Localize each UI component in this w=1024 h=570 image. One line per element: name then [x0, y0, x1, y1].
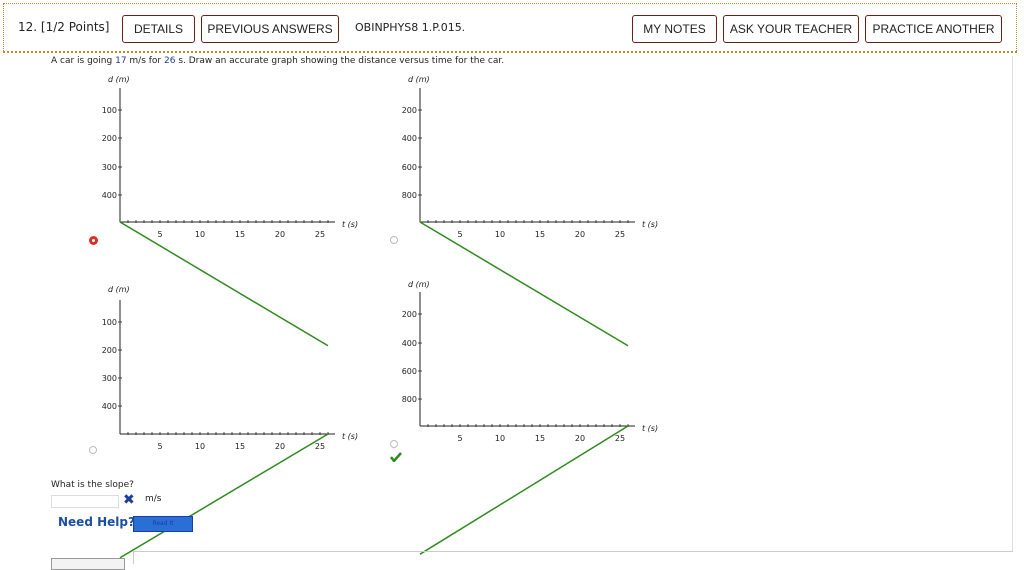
y-axis-label: d (m): [408, 280, 430, 289]
y-tick-label: 100: [102, 106, 117, 115]
slope-unit: m/s: [145, 494, 162, 504]
x-tick-label: 25: [315, 230, 325, 239]
x-tick-label: 20: [575, 230, 585, 239]
series-line: [419, 221, 629, 347]
x-tick-label: 10: [495, 434, 505, 443]
x-tick-label: 5: [157, 442, 162, 451]
y-axis-label: d (m): [408, 75, 430, 84]
series-line: [119, 221, 329, 347]
need-help-label: Need Help?: [58, 515, 135, 529]
y-tick-label: 100: [102, 318, 117, 327]
content-border-right: [1012, 56, 1013, 551]
details-button[interactable]: DETAILS: [122, 15, 195, 43]
x-tick-label: 15: [235, 230, 245, 239]
speed-value: 17: [115, 56, 127, 66]
question-number: 12. [1/2 Points]: [18, 20, 110, 34]
x-tick-label: 25: [615, 434, 625, 443]
y-tick-label: 800: [402, 191, 417, 200]
slope-input[interactable]: [51, 495, 119, 508]
x-tick-label: 25: [615, 230, 625, 239]
radio-option-b[interactable]: [390, 236, 398, 244]
x-tick-label: 15: [535, 434, 545, 443]
previous-answers-button[interactable]: PREVIOUS ANSWERS: [201, 15, 339, 43]
read-it-button[interactable]: Read It: [133, 516, 193, 532]
series-line: [419, 425, 629, 555]
x-tick-label: 5: [457, 230, 462, 239]
x-tick-label: 5: [157, 230, 162, 239]
bottom-divider-corner: [133, 551, 134, 564]
x-tick-label: 10: [195, 230, 205, 239]
question-prompt: A car is going 17 m/s for 26 s. Draw an …: [51, 56, 505, 66]
y-axis-label: d (m): [108, 75, 130, 84]
y-tick-label: 200: [102, 346, 117, 355]
y-tick-label: 400: [402, 134, 417, 143]
question-header: [3, 3, 1017, 53]
y-tick-label: 300: [102, 374, 117, 383]
x-tick-label: 20: [275, 230, 285, 239]
radio-option-c[interactable]: [89, 446, 97, 454]
ask-teacher-button[interactable]: ASK YOUR TEACHER: [723, 15, 859, 43]
x-axis-label: t (s): [342, 432, 358, 441]
practice-another-button[interactable]: PRACTICE ANOTHER: [865, 15, 1002, 43]
points-label: [1/2 Points]: [40, 20, 110, 34]
radio-option-d[interactable]: [390, 440, 398, 448]
x-tick-label: 25: [315, 442, 325, 451]
my-notes-button[interactable]: MY NOTES: [632, 15, 717, 43]
x-axis-label: t (s): [342, 220, 358, 229]
series-line: [119, 433, 329, 559]
y-tick-label: 200: [402, 106, 417, 115]
y-tick-label: 400: [102, 191, 117, 200]
x-tick-label: 15: [235, 442, 245, 451]
y-tick-label: 400: [402, 339, 417, 348]
time-value: 26: [164, 56, 176, 66]
x-tick-label: 20: [575, 434, 585, 443]
y-axis-label: d (m): [108, 285, 130, 294]
slope-question: What is the slope?: [51, 480, 134, 490]
bottom-divider: [133, 551, 1013, 552]
y-tick-label: 600: [402, 367, 417, 376]
x-axis-label: t (s): [642, 220, 658, 229]
check-icon: [390, 452, 402, 462]
x-tick-label: 15: [535, 230, 545, 239]
x-axis-label: t (s): [642, 424, 658, 433]
y-tick-label: 800: [402, 395, 417, 404]
y-tick-label: 300: [102, 163, 117, 172]
y-tick-label: 200: [402, 310, 417, 319]
x-tick-label: 10: [495, 230, 505, 239]
radio-option-a[interactable]: [89, 236, 98, 245]
x-icon: ✖: [123, 492, 135, 508]
x-tick-label: 5: [457, 434, 462, 443]
problem-source: OBINPHYS8 1.P.015.: [355, 21, 466, 34]
y-tick-label: 400: [102, 402, 117, 411]
submit-answer-button[interactable]: [51, 558, 125, 570]
x-tick-label: 10: [195, 442, 205, 451]
x-tick-label: 20: [275, 442, 285, 451]
y-tick-label: 200: [102, 134, 117, 143]
y-tick-label: 600: [402, 163, 417, 172]
